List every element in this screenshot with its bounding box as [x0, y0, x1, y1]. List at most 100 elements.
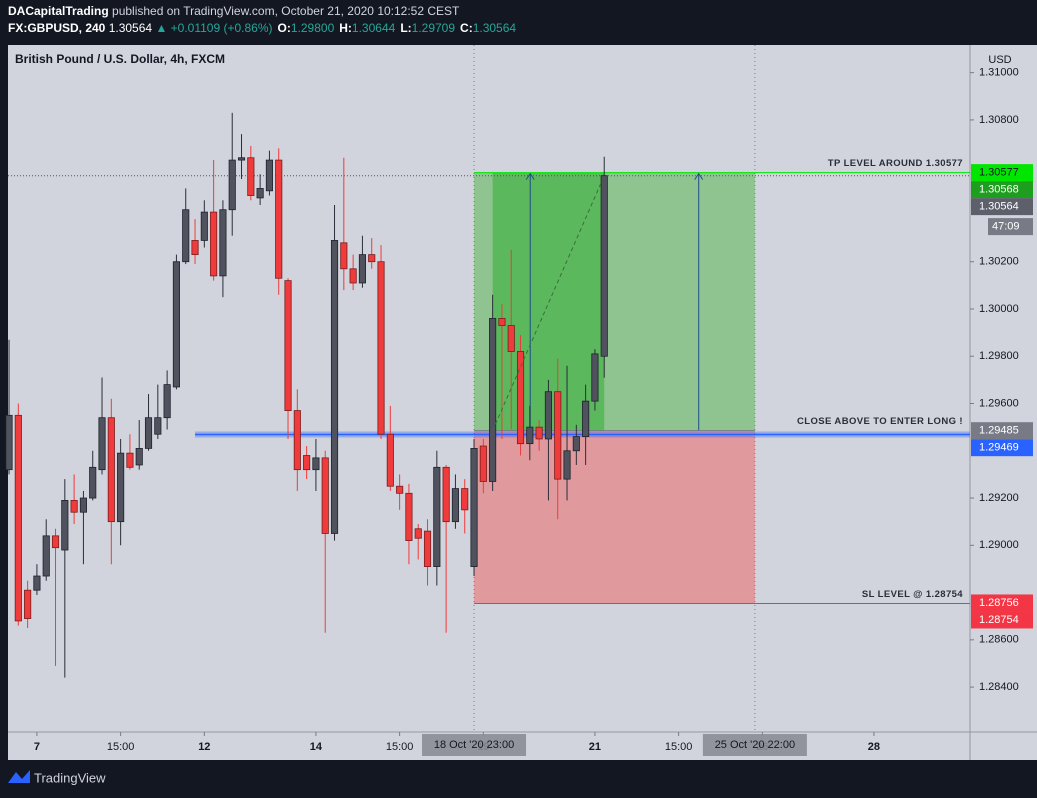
- candle-body: [572, 436, 580, 452]
- header-line-1: DACapitalTrading published on TradingVie…: [8, 4, 460, 18]
- candle-body: [535, 426, 543, 440]
- candle-body: [117, 452, 125, 523]
- ohlc-value: 1.30644: [352, 21, 396, 35]
- candle-body: [405, 492, 413, 541]
- ohlc-value: 1.29709: [412, 21, 456, 35]
- candle-body: [210, 211, 218, 277]
- arrow-head: [525, 172, 535, 180]
- candle-body: [284, 280, 292, 411]
- candle-body: [498, 318, 506, 326]
- footer-logo: [8, 770, 30, 783]
- published: published on TradingView.com, October 21…: [112, 4, 460, 18]
- price-label: 1.30577: [979, 167, 1019, 179]
- candle-body: [154, 417, 162, 435]
- candle-body: [200, 211, 208, 241]
- candle-body: [442, 466, 450, 523]
- candle-body: [563, 450, 571, 480]
- price-label: 1.28756: [979, 597, 1019, 609]
- price-label: 1.30568: [979, 184, 1019, 196]
- price-label-box: [971, 439, 1033, 457]
- annotation: SL LEVEL @ 1.28754: [862, 589, 963, 600]
- y-tick-label: 1.29800: [979, 350, 1019, 362]
- y-tick-label: 1.28400: [979, 681, 1019, 693]
- price-label: 1.29469: [979, 442, 1019, 454]
- price-label: 1.28754: [979, 614, 1019, 626]
- x-tick-label: 15:00: [386, 741, 414, 753]
- price-label-box: [971, 594, 1033, 612]
- candle-body: [470, 448, 478, 567]
- price-label-box: [971, 611, 1033, 629]
- candle-body: [358, 254, 366, 284]
- change: ▲ +0.01109 (+0.86%): [155, 21, 272, 35]
- x-tick-label: 21: [589, 741, 601, 753]
- annotation: CLOSE ABOVE TO ENTER LONG !: [797, 416, 963, 427]
- candle-body: [386, 433, 394, 487]
- candle-body: [5, 414, 13, 471]
- candle-body: [107, 417, 115, 523]
- y-tick-label: 1.29600: [979, 397, 1019, 409]
- candle-body: [14, 414, 22, 622]
- overlay: TP LEVEL AROUND 1.30577 CLOSE ABOVE TO EN…: [34, 67, 1033, 756]
- candle-body: [461, 488, 469, 511]
- candle-body: [265, 159, 273, 192]
- candle-body: [582, 400, 590, 437]
- countdown-box: [988, 218, 1033, 236]
- candle-body: [433, 466, 441, 567]
- header-line-2: FX:GBPUSD, 240 1.30564 ▲ +0.01109 (+0.86…: [8, 21, 516, 35]
- date-label: 18 Oct '20 23:00: [434, 739, 514, 751]
- candle-body: [340, 242, 348, 270]
- candle-body: [172, 261, 180, 388]
- logo-icon: [8, 770, 30, 783]
- arrow-head: [694, 172, 704, 180]
- candle-body: [89, 466, 97, 499]
- y-tick-label: 1.31000: [979, 67, 1019, 79]
- date-label-box: [422, 734, 527, 756]
- candle-body: [228, 159, 236, 211]
- candle-body: [507, 325, 515, 352]
- price-label-box: [971, 164, 1033, 182]
- ohlc-key: L:: [400, 21, 411, 35]
- x-tick-label: 7: [34, 741, 40, 753]
- ohlc-key: C:: [460, 21, 473, 35]
- price-label: 1.29485: [979, 425, 1019, 437]
- candle-body: [144, 417, 153, 449]
- candle-body: [368, 254, 376, 263]
- candle-body: [79, 497, 87, 513]
- annotation: TP LEVEL AROUND 1.30577: [828, 158, 963, 169]
- candle-body: [526, 426, 534, 445]
- candle-body: [396, 485, 404, 494]
- x-tick-label: 14: [310, 741, 323, 753]
- candle-body: [321, 457, 329, 534]
- last-price: 1.30564: [109, 21, 153, 35]
- chart-title: British Pound / U.S. Dollar, 4h, FXCM: [15, 52, 225, 66]
- y-tick-label: 1.30000: [979, 303, 1019, 315]
- candle-body: [51, 535, 60, 549]
- candle-body: [591, 353, 599, 402]
- candle-body: [293, 410, 301, 471]
- candle-body: [70, 500, 78, 513]
- candle-body: [275, 159, 283, 279]
- candle-body: [349, 268, 357, 284]
- ohlc-value: 1.29800: [291, 21, 335, 35]
- candle-body: [312, 457, 320, 471]
- candle-body: [600, 175, 608, 357]
- y-tick-label: 1.30800: [979, 114, 1019, 126]
- countdown: 47:09: [992, 221, 1020, 233]
- projection-line: [492, 175, 605, 431]
- candle-body: [191, 240, 199, 256]
- y-tick-label: 1.28600: [979, 634, 1019, 646]
- candle-body: [554, 391, 562, 480]
- candle-body: [414, 528, 422, 539]
- price-label-box: [971, 198, 1033, 216]
- candle-body: [479, 445, 487, 482]
- axis-unit: USD: [988, 54, 1011, 66]
- candle-body: [489, 318, 497, 482]
- footer-brand: TradingView: [34, 770, 106, 785]
- candle-body: [303, 455, 311, 471]
- candle-body: [516, 351, 525, 445]
- price-label-box: [971, 422, 1033, 440]
- candle-body: [247, 157, 255, 196]
- candle-body: [33, 575, 41, 591]
- candle-body: [451, 488, 459, 523]
